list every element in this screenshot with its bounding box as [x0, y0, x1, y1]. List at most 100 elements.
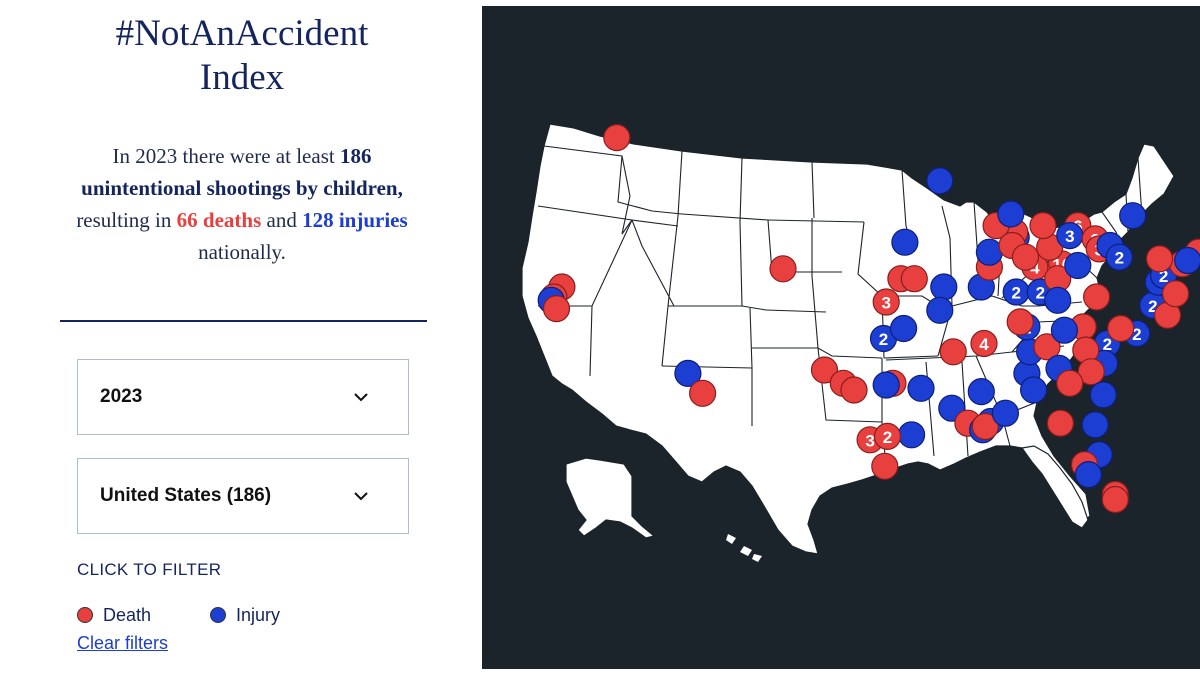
- injury-marker[interactable]: [1081, 411, 1109, 439]
- injury-dot[interactable]: [930, 273, 958, 301]
- death-marker[interactable]: [939, 338, 967, 366]
- death-dot[interactable]: [810, 356, 839, 384]
- death-dot[interactable]: [970, 329, 998, 358]
- injury-marker[interactable]: [1044, 286, 1072, 314]
- death-dot[interactable]: [1011, 243, 1040, 271]
- death-marker[interactable]: [1046, 409, 1075, 437]
- injury-marker[interactable]: [930, 273, 958, 301]
- death-dot[interactable]: [1006, 308, 1034, 336]
- death-dot[interactable]: [872, 288, 900, 316]
- death-marker[interactable]: [603, 124, 631, 152]
- death-marker[interactable]: [769, 255, 797, 283]
- injury-dot[interactable]: [1064, 251, 1092, 280]
- region-select[interactable]: United States (186): [77, 458, 409, 534]
- injury-marker[interactable]: [891, 228, 919, 256]
- injury-marker[interactable]: [975, 238, 1003, 266]
- injury-marker[interactable]: [1050, 316, 1079, 344]
- injury-dot[interactable]: [967, 378, 995, 406]
- death-marker[interactable]: 4: [970, 329, 998, 358]
- injury-dot[interactable]: [898, 421, 926, 449]
- death-dot[interactable]: [1046, 409, 1075, 437]
- injury-marker[interactable]: [926, 296, 954, 324]
- injury-dot[interactable]: [1019, 376, 1048, 404]
- injury-dot[interactable]: [1119, 202, 1147, 230]
- death-marker[interactable]: [689, 379, 717, 407]
- injury-dot[interactable]: [907, 374, 935, 402]
- death-dot[interactable]: [603, 124, 631, 152]
- death-dot[interactable]: [900, 265, 928, 293]
- injury-dot[interactable]: [872, 371, 900, 399]
- death-marker[interactable]: [1101, 485, 1129, 514]
- death-dot[interactable]: [1029, 212, 1057, 240]
- death-dot[interactable]: [971, 412, 999, 441]
- incident-markers[interactable]: 32223423422106323222232: [537, 124, 1200, 514]
- injury-marker[interactable]: [1089, 381, 1117, 409]
- injury-marker[interactable]: 2: [1002, 278, 1030, 306]
- death-marker[interactable]: [900, 265, 928, 293]
- death-marker[interactable]: [871, 452, 899, 480]
- death-marker[interactable]: 3: [872, 288, 900, 316]
- death-marker[interactable]: [1161, 280, 1190, 308]
- death-marker[interactable]: [1107, 314, 1135, 343]
- injury-dot[interactable]: [975, 238, 1003, 266]
- injury-dot[interactable]: [1174, 246, 1200, 275]
- death-marker[interactable]: [971, 412, 999, 441]
- injury-dot[interactable]: [1089, 381, 1117, 409]
- injury-dot[interactable]: [1050, 316, 1079, 344]
- death-dot[interactable]: [1107, 314, 1135, 343]
- death-dot[interactable]: [1145, 245, 1174, 273]
- death-dot[interactable]: [1056, 369, 1084, 397]
- injury-dot[interactable]: [1105, 243, 1133, 271]
- injury-dot[interactable]: [891, 228, 919, 256]
- injury-marker[interactable]: [1074, 461, 1103, 489]
- death-dot[interactable]: [873, 422, 902, 450]
- injury-marker[interactable]: [898, 421, 926, 449]
- clear-filters-link[interactable]: Clear filters: [77, 633, 169, 653]
- injury-dot[interactable]: [926, 296, 954, 324]
- injury-marker[interactable]: [872, 371, 900, 399]
- death-dot[interactable]: [871, 452, 899, 480]
- injury-marker[interactable]: [967, 378, 995, 406]
- death-marker[interactable]: [1056, 369, 1084, 397]
- death-marker[interactable]: [1145, 245, 1174, 273]
- injury-dot[interactable]: [674, 359, 702, 387]
- injury-dot[interactable]: [1081, 411, 1109, 439]
- injury-marker[interactable]: [1019, 376, 1048, 404]
- injury-marker[interactable]: [997, 200, 1025, 228]
- injury-dot[interactable]: [991, 399, 1020, 427]
- injury-marker[interactable]: [991, 399, 1020, 427]
- death-dot[interactable]: [1033, 333, 1061, 361]
- death-marker[interactable]: [1082, 283, 1111, 311]
- death-dot[interactable]: [1161, 280, 1190, 308]
- death-marker[interactable]: [840, 376, 868, 404]
- death-marker[interactable]: [1006, 308, 1034, 336]
- death-dot[interactable]: [689, 379, 717, 407]
- injury-dot[interactable]: [890, 314, 918, 343]
- death-marker[interactable]: [810, 356, 839, 384]
- death-dot[interactable]: [1082, 283, 1111, 311]
- death-marker[interactable]: 2: [873, 422, 902, 450]
- injury-marker[interactable]: [1174, 246, 1200, 275]
- injury-dot[interactable]: [1074, 461, 1103, 489]
- injury-marker[interactable]: [674, 359, 702, 387]
- death-marker[interactable]: [1029, 212, 1057, 240]
- injury-dot[interactable]: [926, 167, 954, 195]
- injury-marker[interactable]: [890, 314, 918, 343]
- year-select[interactable]: 2023: [77, 359, 409, 435]
- injury-dot[interactable]: [1044, 286, 1072, 314]
- injury-marker[interactable]: 2: [1105, 243, 1133, 271]
- injury-marker[interactable]: [907, 374, 935, 402]
- us-map[interactable]: 32223423422106323222232: [482, 6, 1200, 669]
- death-dot[interactable]: [840, 376, 868, 404]
- death-dot[interactable]: [542, 295, 571, 323]
- death-marker[interactable]: [1033, 333, 1061, 361]
- injury-dot[interactable]: [997, 200, 1025, 228]
- injury-marker[interactable]: 2: [869, 324, 898, 353]
- injury-marker[interactable]: [1119, 202, 1147, 230]
- death-dot[interactable]: [769, 255, 797, 283]
- death-dot[interactable]: [939, 338, 967, 366]
- death-marker[interactable]: [1077, 358, 1105, 386]
- map-panel[interactable]: 32223423422106323222232: [482, 6, 1200, 669]
- death-marker[interactable]: [1011, 243, 1040, 271]
- death-dot[interactable]: [1101, 485, 1129, 514]
